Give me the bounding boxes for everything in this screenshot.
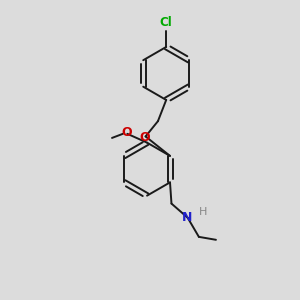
Text: O: O [140, 131, 150, 144]
Text: H: H [199, 207, 207, 218]
Text: Cl: Cl [160, 16, 172, 29]
Text: O: O [121, 126, 132, 139]
Text: N: N [182, 211, 192, 224]
